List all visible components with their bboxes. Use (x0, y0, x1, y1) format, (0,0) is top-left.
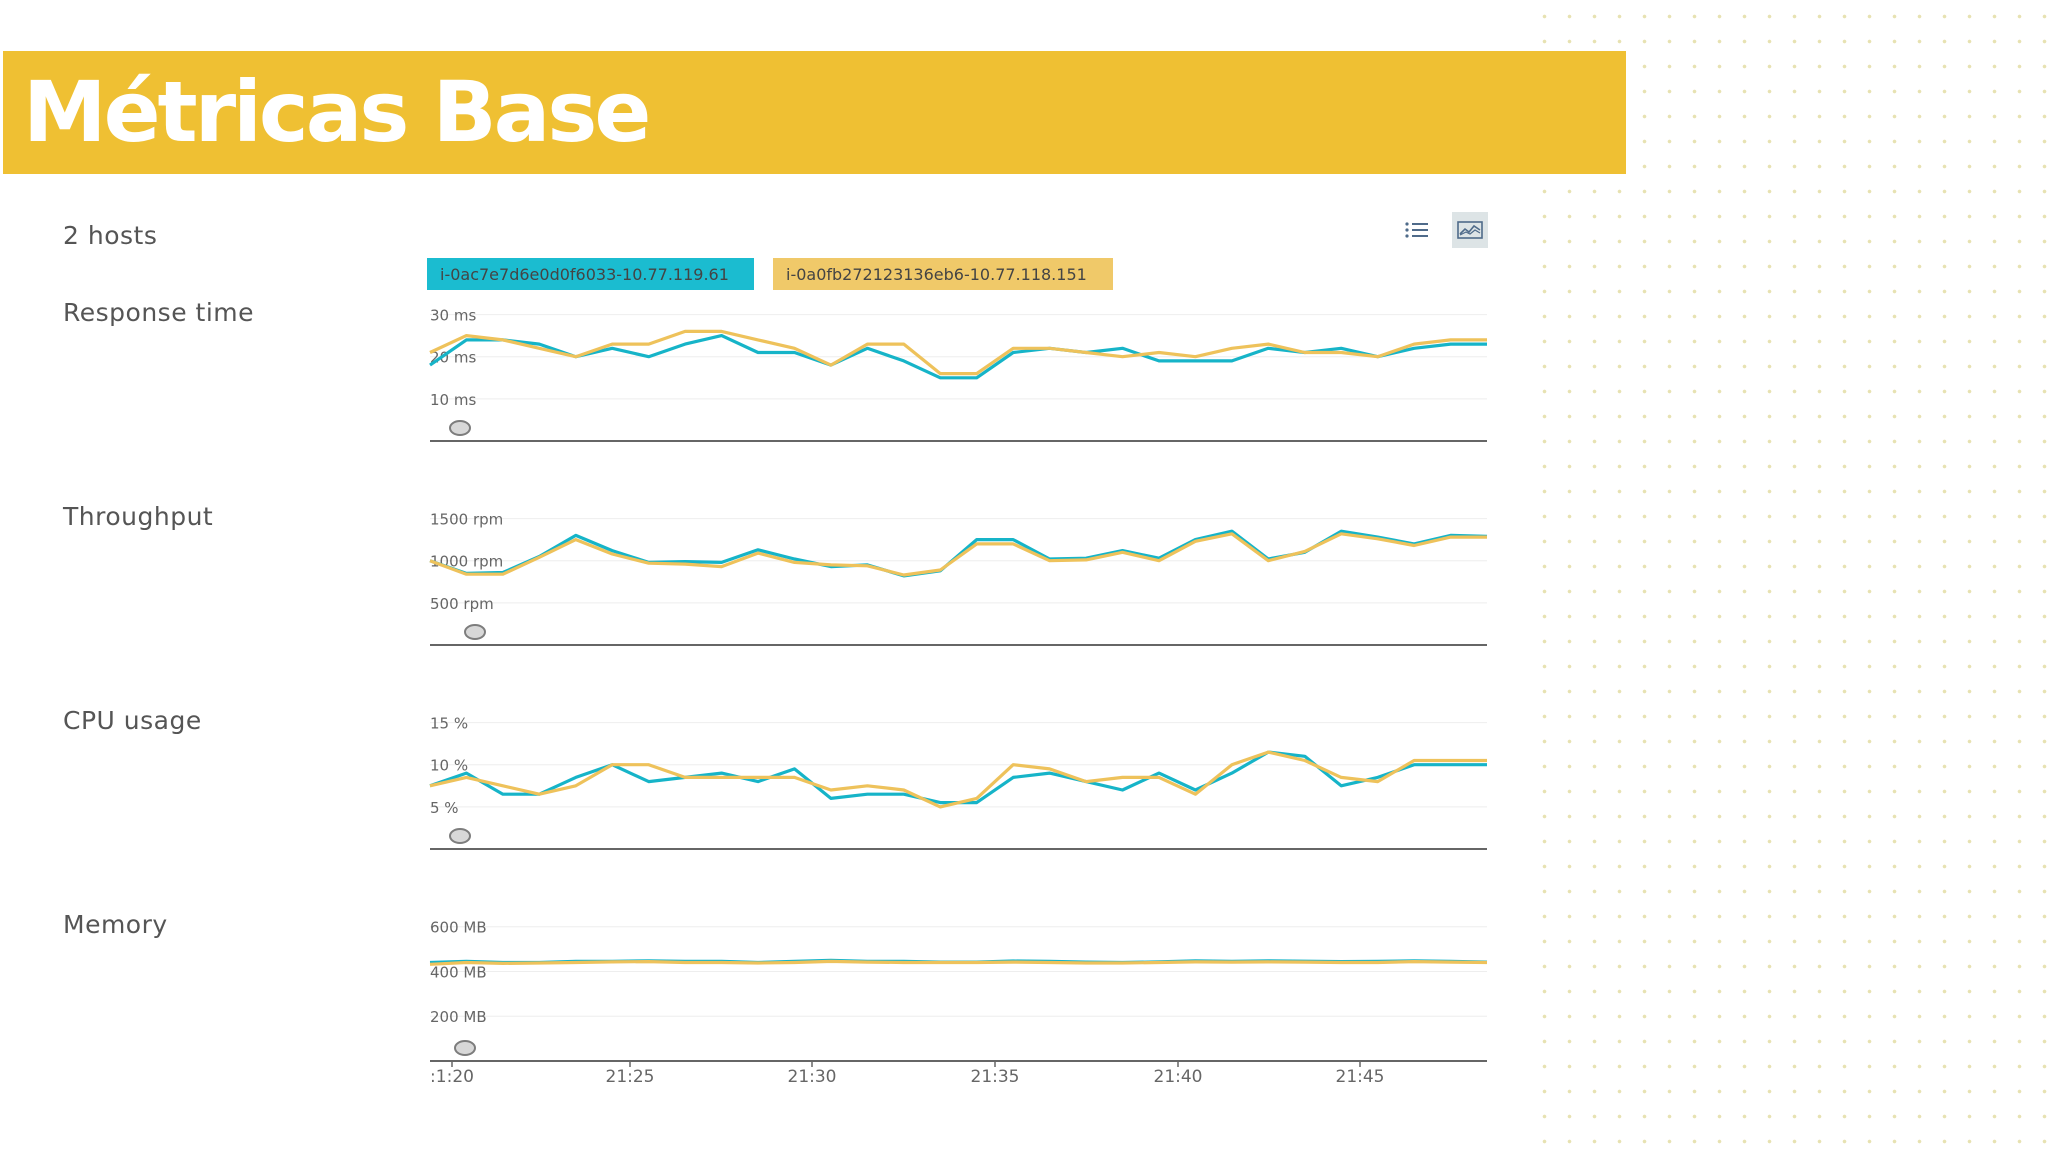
metric-label-throughput: Throughput (63, 502, 214, 531)
metric-label-memory: Memory (63, 910, 168, 939)
y-tick-label: 20 ms (430, 349, 476, 367)
legend-item-host-b[interactable]: i-0a0fb272123136eb6-10.77.118.151 (773, 258, 1113, 290)
y-tick-label: 1500 rpm (430, 511, 503, 529)
legend-label: i-0ac7e7d6e0d0f6033-10.77.119.61 (440, 264, 729, 284)
x-tick-label: 21:30 (788, 1067, 837, 1087)
metric-label-response-time: Response time (63, 298, 254, 327)
legend-item-host-a[interactable]: i-0ac7e7d6e0d0f6033-10.77.119.61 (427, 258, 754, 290)
y-tick-label: 200 MB (430, 1008, 487, 1026)
chart-icon (1457, 221, 1483, 239)
zoom-handle (449, 828, 471, 844)
metrics-panel (0, 174, 1530, 1152)
y-tick-label: 5 % (430, 799, 459, 817)
y-tick-label: 1000 rpm (430, 553, 503, 571)
x-tick-label: 21:40 (1154, 1067, 1203, 1087)
y-tick-label: 30 ms (430, 307, 476, 325)
x-tick-label: 21:45 (1336, 1067, 1385, 1087)
series-line (429, 750, 1487, 809)
zoom-handle (464, 624, 486, 640)
y-tick-label: 10 % (430, 757, 468, 775)
metric-label-cpu-usage: CPU usage (63, 706, 202, 735)
page-title: Métricas Base (23, 63, 651, 161)
chart-view-button[interactable] (1452, 212, 1488, 248)
y-tick-label: 500 rpm (430, 595, 494, 613)
zoom-handle (454, 1040, 476, 1056)
series-line (429, 959, 1488, 966)
zoom-handle (449, 420, 471, 436)
series-line (429, 329, 1487, 376)
legend-label: i-0a0fb272123136eb6-10.77.118.151 (786, 264, 1087, 284)
series-line (429, 529, 1488, 578)
series-line (429, 532, 1487, 577)
hosts-count: 2 hosts (63, 221, 158, 250)
y-tick-label: 400 MB (430, 963, 487, 981)
list-view-button[interactable] (1399, 212, 1435, 248)
y-tick-label: 15 % (430, 715, 468, 733)
x-tick-label: :1:20 (430, 1067, 474, 1087)
y-tick-label: 600 MB (430, 919, 487, 937)
dot-pattern-background (1530, 0, 2048, 1152)
x-tick-label: 21:35 (971, 1067, 1020, 1087)
x-tick-label: 21:25 (606, 1067, 655, 1087)
list-icon (1405, 222, 1428, 238)
title-banner: Métricas Base (3, 51, 1626, 174)
y-tick-label: 10 ms (430, 391, 476, 409)
